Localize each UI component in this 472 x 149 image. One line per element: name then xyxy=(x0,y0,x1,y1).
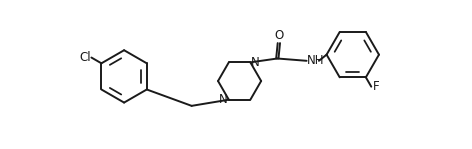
Text: Cl: Cl xyxy=(79,51,91,64)
Text: N: N xyxy=(251,56,260,69)
Text: NH: NH xyxy=(307,54,325,67)
Text: F: F xyxy=(373,80,379,93)
Text: O: O xyxy=(274,29,284,42)
Text: N: N xyxy=(219,93,228,106)
